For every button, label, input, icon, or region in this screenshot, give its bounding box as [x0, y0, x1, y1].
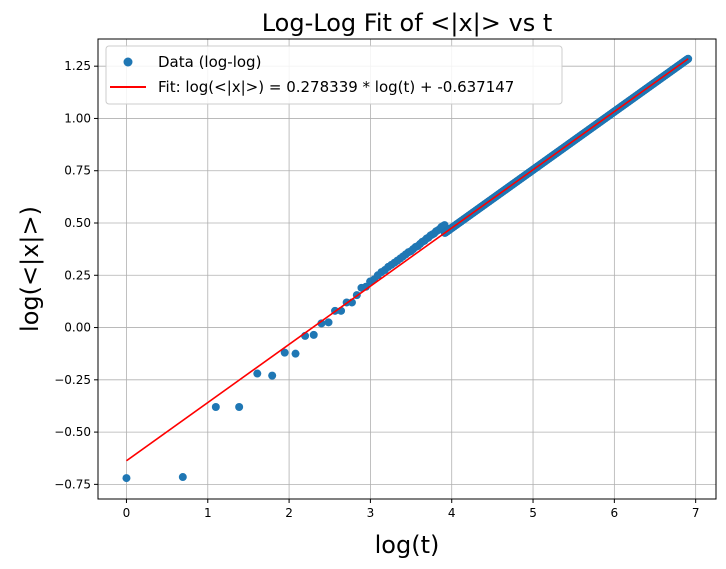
y-tick-label: −0.25	[54, 373, 91, 387]
data-point	[291, 349, 300, 358]
data-point	[317, 319, 326, 328]
plot-frame	[97, 38, 717, 500]
x-tick-label: 7	[692, 506, 700, 520]
y-tick-label: 0.75	[64, 164, 91, 178]
data-point	[280, 348, 289, 357]
x-tick-label: 2	[285, 506, 293, 520]
data-point	[122, 474, 131, 483]
legend: Data (log-log) Fit: log(<|x|>) = 0.27833…	[105, 45, 563, 105]
fit-line	[125, 58, 689, 462]
x-tick-label: 6	[611, 506, 619, 520]
y-tick-label: 0.00	[64, 321, 91, 335]
grid	[98, 39, 716, 499]
legend-label-fit: Fit: log(<|x|>) = 0.278339 * log(t) + -0…	[158, 78, 514, 96]
data-point	[178, 473, 187, 482]
chart-title: Log-Log Fit of <|x|> vs t	[262, 9, 553, 37]
data-point	[268, 371, 277, 380]
ticks: 0 1 2 3 4 5 6 7 −0.75 −0.50 −0.25 0.00 0.25 0.50 0.75 1…	[54, 59, 699, 520]
y-tick-label: −0.75	[54, 477, 91, 491]
data-point	[253, 369, 262, 378]
data-point	[211, 403, 220, 411]
y-tick-label: 0.25	[64, 268, 91, 282]
y-tick-label: 1.25	[64, 59, 91, 73]
y-tick-label: 1.00	[64, 111, 91, 125]
plot-content	[122, 54, 693, 483]
legend-label-data: Data (log-log)	[158, 53, 261, 71]
x-tick-label: 4	[448, 506, 456, 520]
legend-marker-data	[123, 57, 133, 67]
x-tick-label: 1	[204, 506, 212, 520]
x-tick-label: 3	[367, 506, 375, 520]
data-point	[235, 403, 244, 411]
y-axis-label: log(<|x|>)	[16, 206, 44, 332]
y-tick-label: −0.50	[54, 425, 91, 439]
x-tick-label: 5	[529, 506, 537, 520]
x-tick-label: 0	[123, 506, 131, 520]
y-tick-label: 0.50	[64, 216, 91, 230]
legend-box	[105, 45, 563, 105]
x-axis-label: log(t)	[375, 531, 440, 559]
data-point	[324, 318, 333, 327]
data-point	[309, 330, 318, 339]
